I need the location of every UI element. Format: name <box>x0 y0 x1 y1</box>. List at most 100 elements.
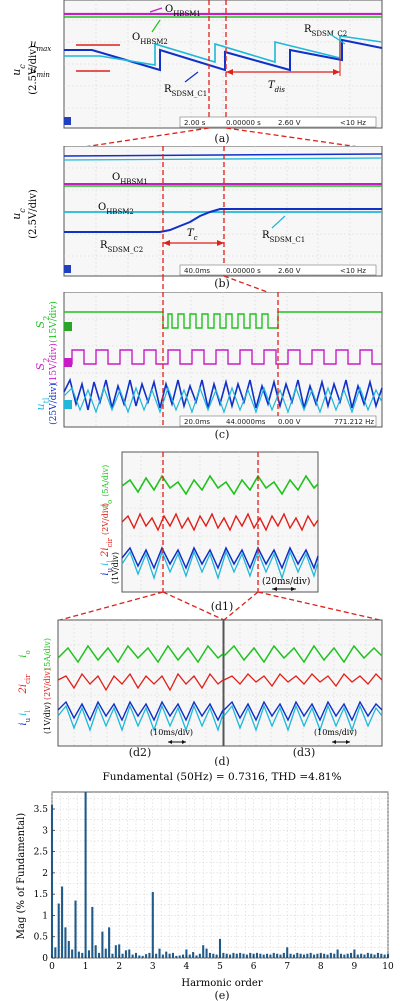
chart-bar <box>333 953 336 958</box>
chart-bar <box>134 952 138 958</box>
trace-il-d3 <box>223 704 383 732</box>
trace-io-d1 <box>121 474 319 496</box>
harmonic-spectrum-chart: Fundamental (50Hz) = 0.7316, THD =4.81% … <box>16 771 394 1001</box>
chart-bar <box>383 954 386 958</box>
scope-readout-a: 2.00 s 0.00000 s 2.60 V <10 Hz <box>179 116 377 128</box>
ylabel-unit-a: (2.5V/div) <box>28 45 39 95</box>
svg-text:<10 Hz: <10 Hz <box>340 119 366 127</box>
chart-bar <box>259 953 262 958</box>
timescale-d2: (10ms/div) <box>150 728 193 737</box>
chart-xtick-label: 8 <box>318 962 324 972</box>
chart-bar <box>124 950 127 958</box>
svg-text:0.00000 s: 0.00000 s <box>226 267 261 275</box>
chart-bar <box>165 951 168 958</box>
chart-bar <box>370 953 373 958</box>
chart-xtick-label: 6 <box>251 962 257 972</box>
label-o-hbsm1-a: OHBSM1 <box>165 4 201 18</box>
label-s2-sub-unit: (15V/div) <box>48 301 59 343</box>
chart-bar <box>71 949 74 958</box>
chart-axes: 0 1 2 3 4 5 6 7 8 9 10 0 0.5 1 1.5 2 2.5 3 3.5 <box>34 805 394 972</box>
chart-bar <box>356 954 359 958</box>
trace-r-sdsm-c1-a <box>64 38 383 72</box>
chart-bar <box>239 952 242 958</box>
chart-ytick-label: 0 <box>42 954 48 964</box>
chart-bar <box>376 952 379 958</box>
chart-bar <box>111 953 114 958</box>
trace-s2-sub <box>64 311 382 329</box>
label-r-sdsm-c2-a: RSDSM_C2 <box>304 24 347 38</box>
label-umax: umax <box>30 39 51 53</box>
trace-icir-d3 <box>223 672 383 688</box>
label-icir-d2: 2icir <box>18 674 32 695</box>
zoom-lines-d <box>59 592 381 621</box>
label-r-sdsm-c1-a: RSDSM_C1 <box>164 84 207 98</box>
chart-bar <box>155 953 158 958</box>
chart-bar <box>208 952 211 958</box>
svg-text:40.0ms: 40.0ms <box>184 267 210 275</box>
label-s2-sub: S2 <box>34 316 51 329</box>
chart-bar <box>94 945 97 958</box>
chart-bar <box>346 953 349 958</box>
label-iuil-unit-d1: (1V/div) <box>111 552 120 584</box>
label-iuil-unit-d2: (1V/div) <box>43 702 52 734</box>
trace-io-d2 <box>57 644 224 664</box>
chart-bar <box>242 953 245 958</box>
chart-bar <box>212 953 215 958</box>
chart-bar <box>296 952 299 958</box>
chart-bar <box>161 954 164 958</box>
chart-bar <box>373 954 376 958</box>
ylabel-unit-b: (2.5V/div) <box>28 189 39 239</box>
chart-bar <box>175 955 178 958</box>
chart-bar <box>178 955 181 958</box>
trace-s2 <box>64 349 382 365</box>
trace-top-b <box>63 153 383 157</box>
chart-ytick-label: 0.5 <box>34 933 49 943</box>
svg-text:20.0ms: 20.0ms <box>184 418 210 426</box>
caption-a: (a) <box>214 132 229 145</box>
chart-bar <box>50 804 54 958</box>
trace-il-d1 <box>121 550 319 581</box>
chart-bar <box>336 949 339 958</box>
chart-bar <box>97 952 101 958</box>
label-io-d1: io(5A/div) <box>100 465 114 507</box>
chart-bar <box>77 951 80 958</box>
chart-bar <box>128 949 131 958</box>
svg-text:2.00 s: 2.00 s <box>184 119 206 127</box>
chart-bar <box>188 954 191 958</box>
chart-bar <box>313 954 316 958</box>
chart-bar <box>84 792 87 958</box>
chart-bar <box>343 954 346 958</box>
chart-xtick-label: 4 <box>184 962 190 972</box>
trace-icir-d1 <box>121 512 319 532</box>
chart-bar <box>218 938 222 958</box>
label-tdis: Tdis <box>268 80 285 94</box>
chart-bar <box>363 954 366 958</box>
chart-ytick-label: 3.5 <box>34 805 49 815</box>
svg-text:0.00 V: 0.00 V <box>278 418 301 426</box>
chart-bar <box>108 927 111 958</box>
chart-bar <box>229 954 232 958</box>
label-o-hbsm2-a: OHBSM2 <box>132 32 168 46</box>
chart-ytick-label: 2.5 <box>34 848 49 858</box>
chart-xtick-label: 10 <box>382 962 394 972</box>
chart-title: Fundamental (50Hz) = 0.7316, THD =4.81% <box>102 771 341 783</box>
label-iuil-d2: iuil <box>18 710 32 726</box>
caption-d2: (d2) <box>129 746 152 759</box>
chart-bar <box>81 952 84 958</box>
scope-grid-a <box>64 0 382 128</box>
chart-bar <box>360 953 363 958</box>
trace-io-d3 <box>223 644 383 664</box>
chart-xtick-label: 2 <box>116 962 122 972</box>
chart-bar <box>249 952 252 958</box>
svg-text:2.60 V: 2.60 V <box>278 119 301 127</box>
label-io-unit-d2: (5A/div) <box>43 638 52 670</box>
scope-readout-b: 40.0ms 0.00000 s 2.60 V <10 Hz <box>179 264 377 276</box>
chart-bar <box>131 954 134 958</box>
chart-bar <box>349 952 353 958</box>
chart-bar <box>67 940 70 958</box>
label-utl: utl <box>34 397 51 410</box>
chart-bar <box>306 953 309 958</box>
chart-bar <box>272 952 275 958</box>
chart-bar <box>326 954 329 958</box>
caption-b: (b) <box>214 277 230 290</box>
